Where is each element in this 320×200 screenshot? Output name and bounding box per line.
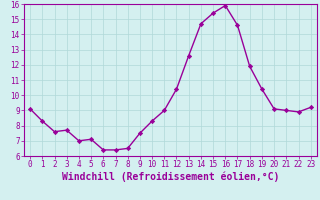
X-axis label: Windchill (Refroidissement éolien,°C): Windchill (Refroidissement éolien,°C) bbox=[62, 172, 279, 182]
